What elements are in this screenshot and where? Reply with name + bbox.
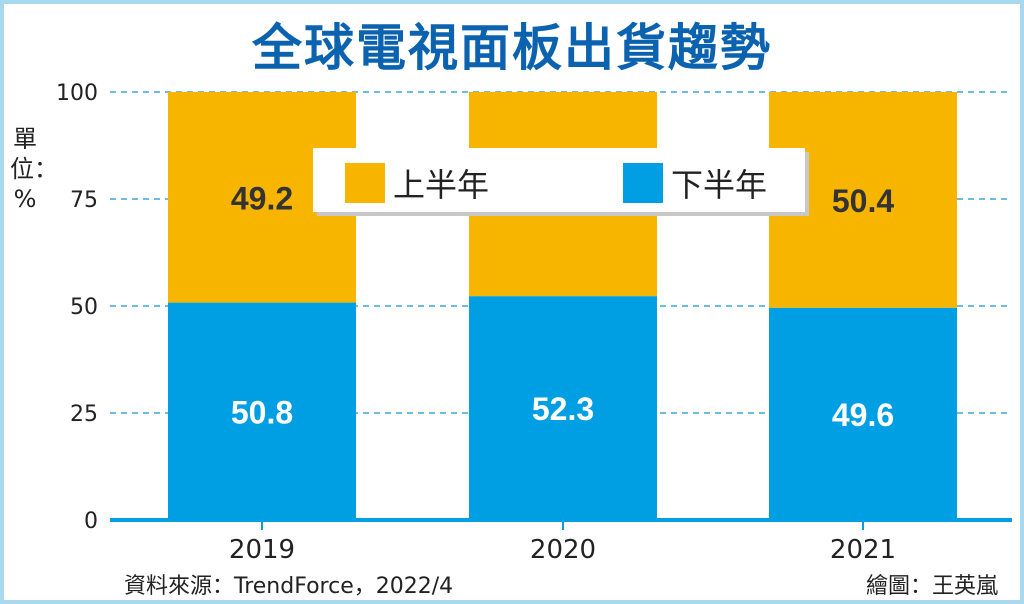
y-tick-label: 75 — [70, 188, 98, 213]
legend-swatch — [623, 163, 663, 203]
bar-segment — [469, 296, 657, 520]
chart-title: 全球電視面板出貨趨勢 — [252, 19, 772, 77]
legend-item-first-half: 上半年 — [345, 160, 489, 206]
credit-note: 繪圖：王英嵐 — [865, 574, 998, 599]
legend-swatch — [345, 163, 385, 203]
y-tick-label: 25 — [70, 402, 98, 427]
bar-segment — [168, 302, 356, 520]
x-tick-label: 2020 — [530, 535, 596, 565]
data-label: 52.3 — [532, 391, 594, 427]
y-tick-label: 0 — [84, 509, 98, 534]
bar-segment — [769, 307, 957, 520]
source-note: 資料來源：TrendForce，2022/4 — [124, 574, 454, 599]
data-label: 50.8 — [231, 394, 293, 430]
legend: 上半年 下半年 — [313, 148, 805, 212]
y-tick-label: 50 — [70, 295, 98, 320]
data-label: 49.2 — [231, 180, 293, 216]
y-tick-label: 100 — [56, 81, 98, 106]
x-tick-label: 2019 — [229, 535, 295, 565]
legend-label: 下半年 — [671, 166, 768, 204]
legend-item-second-half: 下半年 — [623, 160, 767, 206]
legend-label: 上半年 — [393, 166, 490, 204]
data-label: 49.6 — [832, 397, 894, 433]
data-label: 50.4 — [832, 183, 894, 219]
x-tick-label: 2021 — [830, 535, 896, 565]
